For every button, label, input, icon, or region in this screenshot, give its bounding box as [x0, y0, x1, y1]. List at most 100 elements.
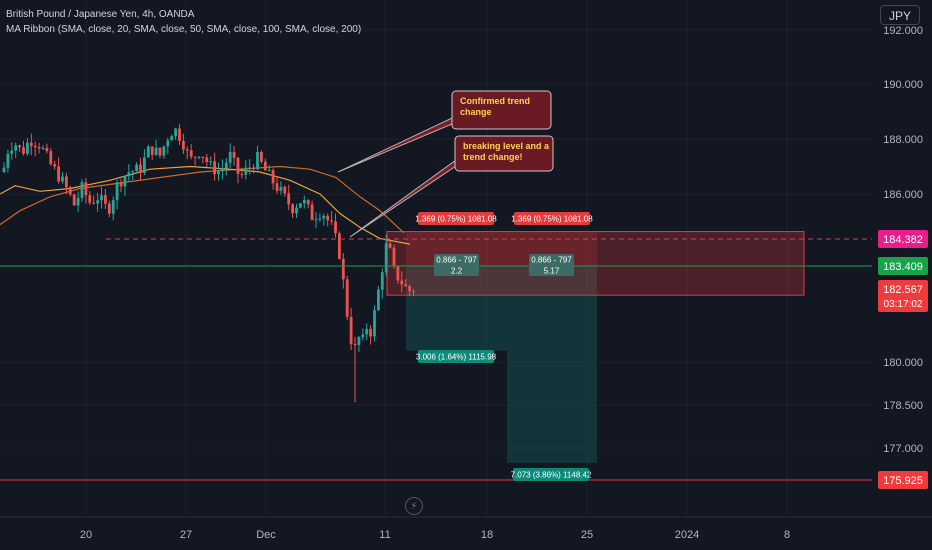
candle-body	[338, 233, 341, 259]
x-tick-1: 27	[180, 529, 192, 541]
y-tick-3: 186.000	[883, 189, 923, 201]
x-tick-3: 11	[379, 529, 390, 541]
candle-body	[170, 136, 174, 141]
candle-body	[221, 168, 224, 172]
target-label-1-text: 3.006 (1.64%) 1115.98	[416, 353, 497, 362]
target-label-2-bg	[513, 468, 589, 481]
candle-body	[334, 221, 337, 234]
lightning-icon[interactable]: ⚡	[405, 497, 423, 515]
callout-breaking-text: trend change!	[463, 152, 523, 162]
candle-body	[361, 334, 365, 338]
y-tick-4: 180.000	[883, 357, 923, 369]
y-tick-0: 192.000	[883, 25, 923, 37]
candle-body	[302, 200, 306, 204]
candle-body	[392, 247, 396, 267]
candle-body	[88, 195, 92, 203]
candle-body	[2, 167, 6, 172]
price-label-bg-2	[878, 280, 928, 312]
candle-body	[185, 149, 189, 151]
candle-body	[330, 220, 333, 222]
candle-body	[240, 173, 244, 175]
candle-body	[326, 215, 330, 221]
symbol-title: British Pound / Japanese Yen, 4h, OANDA	[6, 9, 195, 20]
candle-body	[197, 156, 201, 158]
price-axis[interactable]: 192.000 190.000 188.000 186.000 180.000 178.5…	[872, 0, 932, 517]
candle-body	[107, 203, 111, 214]
candle-body	[388, 243, 392, 248]
candle-body	[271, 170, 275, 184]
currency-button[interactable]: JPY	[880, 5, 920, 25]
callout-confirmed-text: Confirmed trend	[460, 96, 530, 106]
candle-body	[49, 151, 53, 165]
candle-body	[72, 194, 76, 206]
candle-body	[205, 157, 209, 163]
candle-body	[412, 291, 415, 293]
y-tick-1: 190.000	[883, 79, 923, 91]
price-label-bg-1	[878, 257, 928, 275]
candle-body	[244, 167, 248, 175]
candle-body	[154, 147, 158, 155]
y-tick-2: 188.000	[883, 134, 923, 146]
indicator-legend[interactable]: MA Ribbon (SMA, close, 20, SMA, close, 5…	[6, 24, 362, 35]
candle-body	[306, 200, 310, 205]
callout-confirmed-text: change	[460, 107, 492, 117]
candle-body	[139, 164, 142, 173]
candle-body	[299, 203, 302, 208]
candle-body	[256, 152, 259, 169]
moving-average-ribbon	[0, 165, 411, 245]
candle-body	[84, 182, 88, 196]
candle-body	[353, 343, 357, 346]
candle-body	[380, 272, 384, 290]
price-label-bg-3	[878, 471, 928, 489]
candle-body	[365, 328, 369, 335]
callout-breaking-text: breaking level and a	[463, 141, 550, 151]
candle-body	[143, 157, 146, 173]
candle-body	[322, 215, 326, 219]
candle-body	[310, 204, 314, 221]
candle-body	[146, 146, 150, 158]
candle-body	[158, 147, 162, 156]
price-label-bg-0	[878, 230, 928, 248]
x-tick-2: Dec	[256, 529, 276, 541]
price-label-3: 175.925	[883, 475, 923, 487]
candle-body	[267, 170, 271, 172]
price-label-1: 183.409	[883, 261, 923, 273]
x-tick-4: 18	[481, 529, 493, 541]
candlesticks	[2, 123, 415, 403]
center-label-2-text: 5.17	[544, 267, 560, 276]
candle-body	[341, 258, 345, 280]
candle-body	[150, 146, 154, 155]
candle-body	[377, 289, 380, 311]
candle-body	[162, 146, 166, 156]
candle-body	[100, 195, 103, 201]
stop-label-1-text: 1.369 (0.75%) 1081.08	[415, 215, 497, 224]
time-axis[interactable]: 20 27 Dec 11 18 25 2024 8	[0, 516, 932, 550]
position-labels: 1.369 (0.75%) 1081.08 1.369 (0.75%) 1081.…	[415, 212, 593, 481]
countdown-label: 03:17:02	[884, 299, 923, 310]
y-tick-6: 177.000	[883, 443, 923, 455]
candle-body	[68, 187, 72, 195]
candle-body	[115, 182, 119, 201]
candle-body	[135, 164, 138, 172]
candle-body	[318, 218, 322, 220]
center-label-2-bg	[529, 254, 574, 276]
candle-body	[22, 147, 25, 154]
candle-body	[14, 145, 18, 151]
candle-body	[345, 279, 349, 317]
candle-body	[236, 157, 240, 174]
candle-body	[189, 150, 193, 157]
candle-body	[6, 153, 10, 168]
candle-body	[37, 147, 41, 149]
candle-body	[248, 167, 252, 169]
candle-body	[279, 186, 283, 191]
center-label-1-text: 2.2	[451, 267, 463, 276]
candle-body	[96, 200, 99, 204]
grid-lines	[0, 0, 872, 517]
candle-body	[349, 316, 353, 344]
target-zone-2	[507, 266, 597, 463]
center-label-2-text: 0.866 - 797	[531, 256, 572, 265]
candle-body	[29, 142, 33, 146]
callout-breaking-box	[454, 135, 554, 172]
